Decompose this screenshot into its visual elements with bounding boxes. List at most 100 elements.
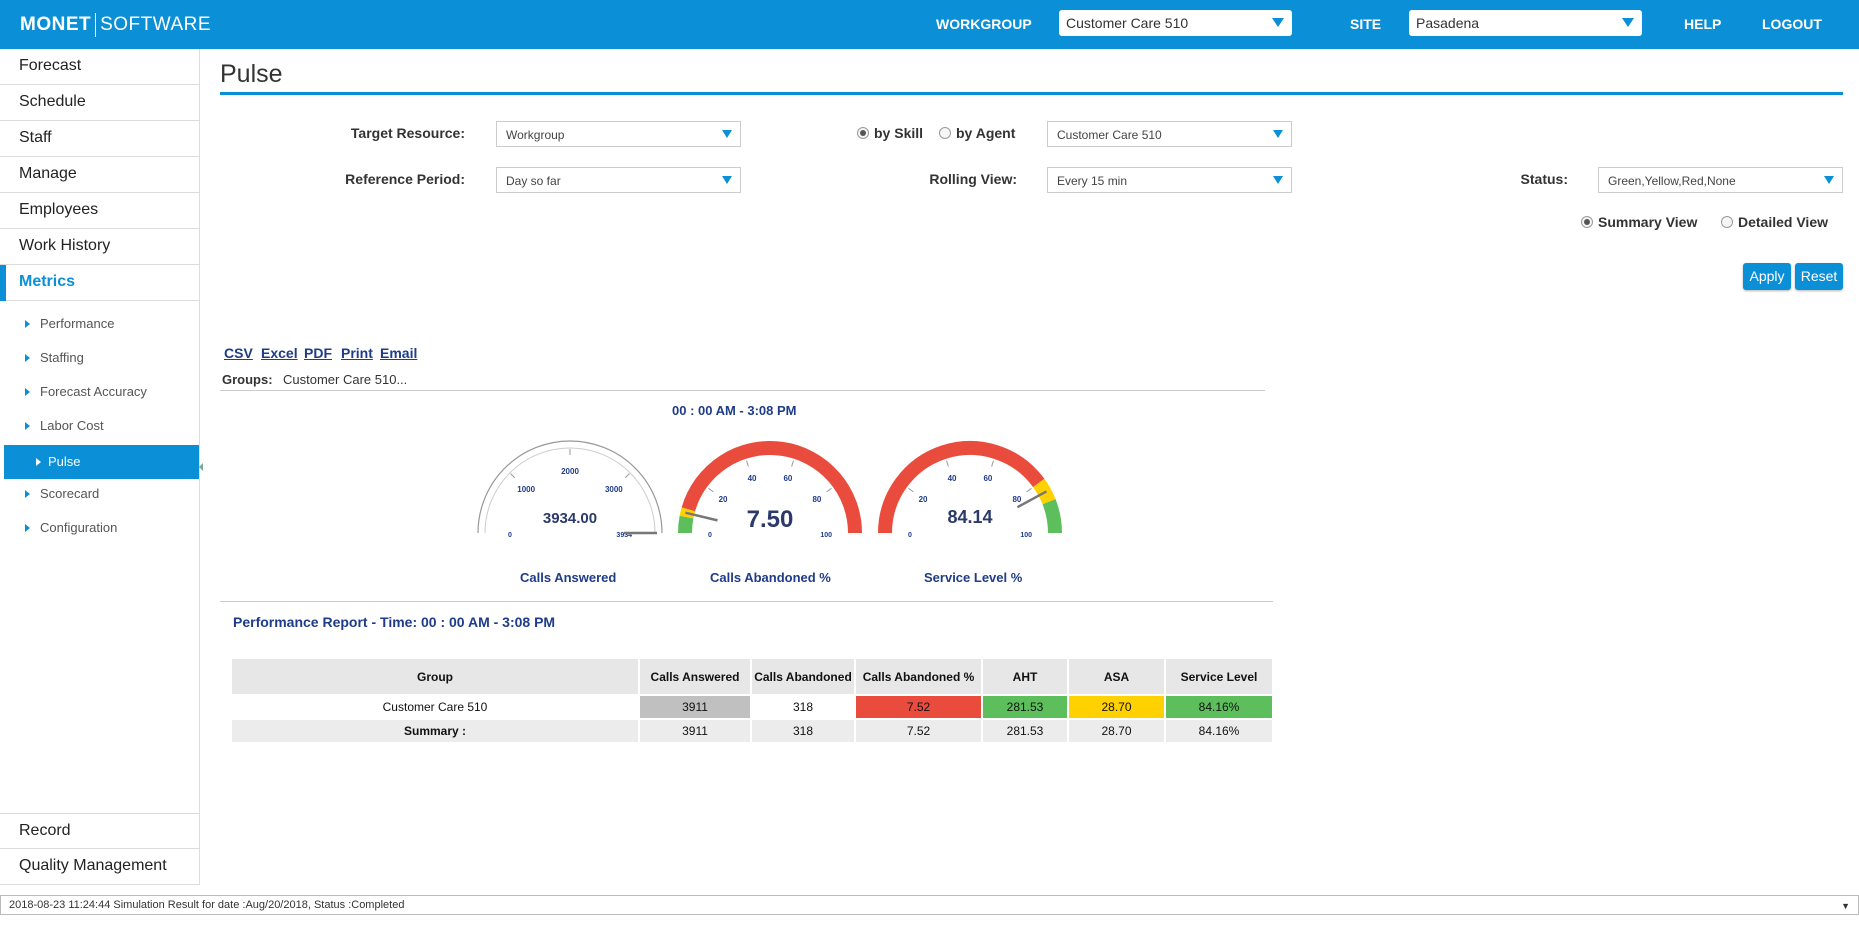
gauge-band-green [678, 515, 694, 534]
subitem-label: Pulse [48, 454, 81, 469]
sidebar-item-metrics[interactable]: Metrics [0, 265, 200, 301]
target-resource-label: Target Resource: [350, 125, 465, 141]
sidebar-item-quality-management[interactable]: Quality Management [0, 849, 200, 885]
sidebar-item-forecast[interactable]: Forecast [0, 49, 200, 85]
sidebar-subitem-staffing[interactable]: Staffing [0, 341, 200, 375]
report-title: Performance Report - Time: 00 : 00 AM - … [233, 614, 556, 630]
gauge-inner-arc [484, 447, 656, 534]
radio-unchecked-icon [1721, 216, 1733, 228]
gauge-tick-label: 60 [983, 474, 992, 483]
title-underline [220, 92, 1843, 95]
logout-link[interactable]: LOGOUT [1762, 16, 1822, 32]
reference-period-select[interactable]: Day so far [496, 167, 741, 193]
sidebar-subitem-labor-cost[interactable]: Labor Cost [0, 409, 200, 443]
gauge-tick [708, 487, 714, 493]
header-aht: AHT [981, 657, 1069, 696]
gauge-tick [1026, 487, 1032, 493]
by-agent-radio[interactable]: by Agent [939, 125, 1015, 141]
sidebar-item-record[interactable]: Record [0, 813, 200, 849]
gauge-tick-label: 20 [919, 495, 928, 504]
header-group: Group [230, 657, 640, 696]
gauge-tick [624, 473, 630, 479]
site-select[interactable]: Pasadena [1409, 10, 1642, 36]
groups-label: Groups: [222, 372, 273, 387]
gauge-needle [685, 511, 718, 522]
export-excel-link[interactable]: Excel [261, 345, 298, 361]
detailed-view-radio[interactable]: Detailed View [1721, 214, 1828, 230]
status-select[interactable]: Green,Yellow,Red,None [1598, 167, 1843, 193]
status-value: Green,Yellow,Red,None [1608, 174, 1736, 188]
chevron-down-icon [1824, 176, 1834, 184]
sidebar-subitem-scorecard[interactable]: Scorecard [0, 477, 200, 511]
skill-value: Customer Care 510 [1057, 128, 1162, 142]
export-csv-link[interactable]: CSV [224, 345, 253, 361]
header-calls-abandoned: Calls Abandoned [750, 657, 856, 696]
caret-right-icon [25, 320, 30, 328]
cell-summary-asa: 28.70 [1067, 718, 1166, 744]
gauge-calls-answered: 1000 2000 3000 0 3934 3934.00 [477, 440, 663, 539]
chevron-down-icon [722, 130, 732, 138]
export-email-link[interactable]: Email [380, 345, 418, 361]
sidebar-item-work-history[interactable]: Work History [0, 229, 200, 265]
sidebar-subitem-performance[interactable]: Performance [0, 307, 200, 341]
apply-button[interactable]: Apply [1743, 263, 1791, 290]
chevron-down-icon [1622, 18, 1634, 27]
sidebar-item-schedule[interactable]: Schedule [0, 85, 200, 121]
sidebar-subitem-pulse[interactable]: Pulse [4, 445, 199, 479]
status-label: Status: [1520, 171, 1568, 187]
cell-calls-abandoned: 318 [750, 694, 856, 720]
header-calls-abandoned-pct: Calls Abandoned % [854, 657, 983, 696]
cell-summary-label: Summary : [230, 718, 640, 744]
gauge-calls-abandoned: 20 40 60 80 0 100 7.50 [678, 441, 862, 539]
gauge-band-green [1042, 499, 1062, 534]
table-header-row: Group Calls Answered Calls Abandoned Cal… [230, 657, 1274, 696]
sidebar-subitem-forecast-accuracy[interactable]: Forecast Accuracy [0, 375, 200, 409]
gauge-value: 7.50 [747, 506, 794, 533]
sidebar-item-manage[interactable]: Manage [0, 157, 200, 193]
gauge-min-label: 0 [508, 532, 512, 539]
site-select-value: Pasadena [1416, 15, 1480, 31]
header-asa: ASA [1067, 657, 1166, 696]
by-agent-label: by Agent [956, 125, 1016, 141]
subitem-label: Labor Cost [40, 418, 104, 433]
gauge-tick-label: 60 [783, 474, 792, 483]
caret-right-icon [25, 354, 30, 362]
skill-select[interactable]: Customer Care 510 [1047, 121, 1292, 147]
sidebar-item-staff[interactable]: Staff [0, 121, 200, 157]
gauge-tick [908, 487, 914, 493]
export-print-link[interactable]: Print [341, 345, 373, 361]
gauge-tick [991, 460, 994, 467]
gauge-tick-label: 80 [1012, 495, 1021, 504]
caret-right-icon [25, 422, 30, 430]
reset-button[interactable]: Reset [1795, 263, 1843, 290]
gauge-time-range: 00 : 00 AM - 3:08 PM [672, 403, 797, 418]
export-pdf-link[interactable]: PDF [304, 345, 332, 361]
radio-unchecked-icon [939, 127, 951, 139]
divider [220, 390, 1265, 391]
workgroup-label: WORKGROUP [936, 16, 1032, 32]
gauge-max-label: 3934 [616, 532, 632, 539]
caret-right-icon [25, 524, 30, 532]
status-bar[interactable]: 2018-08-23 11:24:44 Simulation Result fo… [0, 895, 1859, 915]
cell-summary-service-level: 84.16% [1164, 718, 1274, 744]
summary-view-radio[interactable]: Summary View [1581, 214, 1697, 230]
gauge-tick-label: 40 [948, 474, 957, 483]
cell-summary-aht: 281.53 [981, 718, 1069, 744]
sidebar-collapse-handle-icon[interactable] [199, 463, 203, 471]
logo-divider [95, 13, 97, 37]
sidebar-item-employees[interactable]: Employees [0, 193, 200, 229]
monet-logo: MONET SOFTWARE [20, 13, 211, 37]
gauge-label-calls-answered: Calls Answered [520, 570, 617, 585]
workgroup-select[interactable]: Customer Care 510 [1059, 10, 1292, 36]
target-resource-select[interactable]: Workgroup [496, 121, 741, 147]
subitem-label: Configuration [40, 520, 118, 535]
sidebar-subitem-configuration[interactable]: Configuration [0, 511, 200, 545]
cell-group: Customer Care 510 [230, 694, 640, 720]
help-link[interactable]: HELP [1684, 16, 1722, 32]
table-row: Customer Care 510 3911 318 7.52 281.53 2… [230, 694, 1274, 720]
rolling-view-select[interactable]: Every 15 min [1047, 167, 1292, 193]
by-skill-radio[interactable]: by Skill [857, 125, 923, 141]
gauge-tick [510, 473, 516, 479]
page-title: Pulse [220, 60, 283, 88]
